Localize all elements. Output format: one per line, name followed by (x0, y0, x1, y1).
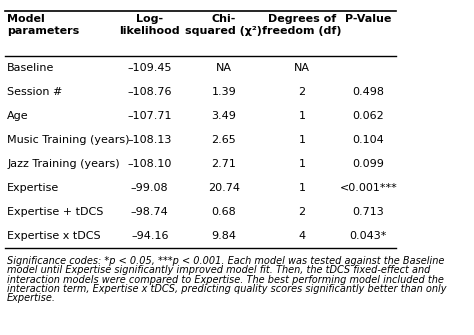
Text: –108.10: –108.10 (128, 159, 172, 169)
Text: Expertise x tDCS: Expertise x tDCS (7, 230, 101, 241)
Text: Age: Age (7, 111, 29, 121)
Text: –107.71: –107.71 (128, 111, 172, 121)
Text: Jazz Training (years): Jazz Training (years) (7, 159, 120, 169)
Text: Expertise + tDCS: Expertise + tDCS (7, 207, 104, 217)
Text: interaction term, Expertise x tDCS, predicting quality scores significantly bett: interaction term, Expertise x tDCS, pred… (7, 284, 446, 294)
Text: P-Value: P-Value (345, 14, 392, 24)
Text: NA: NA (216, 63, 232, 73)
Text: 0.68: 0.68 (211, 207, 237, 217)
Text: 2.71: 2.71 (211, 159, 237, 169)
Text: –98.74: –98.74 (131, 207, 169, 217)
Text: 20.74: 20.74 (208, 183, 240, 193)
Text: Degrees of
freedom (df): Degrees of freedom (df) (262, 14, 342, 36)
Text: 0.099: 0.099 (353, 159, 384, 169)
Text: 0.104: 0.104 (353, 135, 384, 145)
Text: 0.498: 0.498 (352, 87, 384, 97)
Text: <0.001***: <0.001*** (339, 183, 397, 193)
Text: 1: 1 (299, 183, 306, 193)
Text: –108.13: –108.13 (128, 135, 172, 145)
Text: –94.16: –94.16 (131, 230, 169, 241)
Text: interaction models were compared to Expertise. The best performing model include: interaction models were compared to Expe… (7, 275, 443, 285)
Text: 1: 1 (299, 111, 306, 121)
Text: –99.08: –99.08 (131, 183, 169, 193)
Text: –109.45: –109.45 (128, 63, 172, 73)
Text: –108.76: –108.76 (128, 87, 172, 97)
Text: 0.062: 0.062 (353, 111, 384, 121)
Text: 0.043*: 0.043* (350, 230, 387, 241)
Text: 1: 1 (299, 135, 306, 145)
Text: Expertise.: Expertise. (7, 293, 55, 304)
Text: NA: NA (294, 63, 310, 73)
Text: 9.84: 9.84 (211, 230, 237, 241)
Text: 2: 2 (299, 87, 306, 97)
Text: Chi-
squared (χ²): Chi- squared (χ²) (185, 14, 263, 36)
Text: Music Training (years): Music Training (years) (7, 135, 130, 145)
Text: 0.713: 0.713 (353, 207, 384, 217)
Text: 2: 2 (299, 207, 306, 217)
Text: 4: 4 (299, 230, 306, 241)
Text: 3.49: 3.49 (211, 111, 237, 121)
Text: Log-
likelihood: Log- likelihood (119, 14, 180, 36)
Text: 1.39: 1.39 (211, 87, 237, 97)
Text: Session #: Session # (7, 87, 63, 97)
Text: Baseline: Baseline (7, 63, 55, 73)
Text: 2.65: 2.65 (211, 135, 237, 145)
Text: Significance codes: *p < 0.05, ***p < 0.001. Each model was tested against the B: Significance codes: *p < 0.05, ***p < 0.… (7, 256, 444, 266)
Text: Expertise: Expertise (7, 183, 60, 193)
Text: Model
parameters: Model parameters (7, 14, 80, 36)
Text: 1: 1 (299, 159, 306, 169)
Text: model until Expertise significantly improved model fit. Then, the tDCS fixed-eff: model until Expertise significantly impr… (7, 265, 430, 275)
